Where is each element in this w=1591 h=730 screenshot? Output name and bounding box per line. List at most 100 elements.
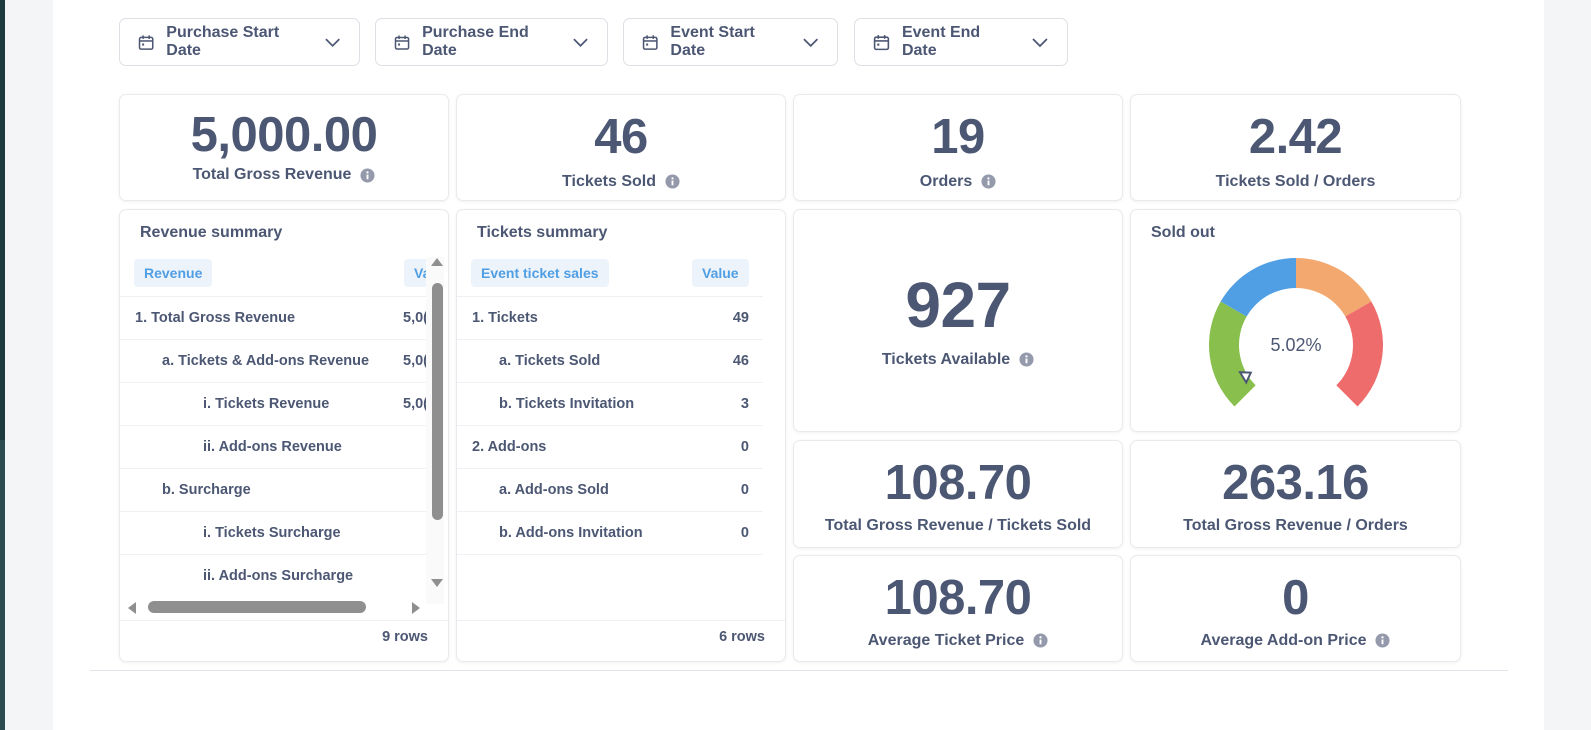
calendar-icon	[873, 34, 890, 50]
metric-label: Orders	[920, 173, 996, 191]
gauge-needle	[1238, 371, 1253, 385]
scroll-up-arrow-icon[interactable]	[430, 257, 444, 267]
table-row: 1. Tickets 49	[457, 297, 763, 340]
gauge-chart: 5.02%	[1209, 258, 1383, 407]
filter-purchase-end-date[interactable]: Purchase End Date	[375, 18, 608, 66]
filter-event-end-date[interactable]: Event End Date	[854, 18, 1068, 66]
card-revenue-per-order[interactable]: 263.16 Total Gross Revenue / Orders	[1130, 440, 1461, 548]
dashboard-page: Purchase Start Date Purchase End Date Ev…	[53, 0, 1544, 730]
filter-label: Event Start Date	[670, 24, 755, 59]
info-icon[interactable]	[1033, 633, 1048, 648]
calendar-icon	[138, 34, 154, 50]
card-average-addon-price[interactable]: 0 Average Add-on Price	[1130, 555, 1461, 662]
footer-divider	[120, 620, 448, 621]
card-revenue-per-ticket[interactable]: 108.70 Total Gross Revenue / Tickets Sol…	[793, 440, 1123, 548]
column-header-value[interactable]: Va	[404, 259, 426, 287]
table-row: a. Tickets Sold 46	[457, 340, 763, 383]
info-icon[interactable]	[1375, 633, 1391, 648]
metric-label: Tickets Sold	[562, 173, 680, 191]
card-revenue-summary: Revenue summary Revenue Va 1. Total Gros…	[119, 209, 449, 662]
sidebar-edge-lower	[0, 440, 5, 730]
metric-value: 19	[931, 109, 985, 164]
table-row: a. Add-ons Sold 0	[457, 469, 763, 512]
card-tickets-per-order[interactable]: 2.42 Tickets Sold / Orders	[1130, 94, 1461, 201]
vertical-scrollbar-thumb[interactable]	[432, 283, 443, 520]
row-count: 6 rows	[719, 629, 765, 645]
row-value: 5,0(	[403, 310, 428, 326]
row-label: 1. Total Gross Revenue	[135, 310, 296, 326]
column-header-revenue[interactable]: Revenue	[134, 259, 213, 287]
row-value: 3	[740, 396, 749, 412]
row-value: 0	[740, 482, 749, 498]
metric-label-text: Average Ticket Price	[867, 631, 1025, 649]
gauge-segment-orange	[1296, 258, 1372, 317]
metric-label: Tickets Available	[882, 351, 1034, 369]
column-header-value[interactable]: Value	[692, 259, 749, 287]
card-orders[interactable]: 19 Orders	[793, 94, 1123, 201]
row-label: b. Surcharge	[162, 482, 251, 498]
chevron-down-icon	[802, 38, 818, 48]
row-value: 5,0(	[403, 396, 428, 412]
horizontal-scrollbar-thumb[interactable]	[148, 601, 366, 613]
metric-value: 263.16	[1222, 456, 1369, 510]
metric-value: 0	[1282, 570, 1309, 625]
metric-label-text: Tickets Sold	[562, 172, 656, 190]
filter-label: Event End Date	[901, 24, 981, 59]
gauge-value-label: 5.02%	[1270, 335, 1321, 355]
info-icon[interactable]	[1019, 352, 1034, 367]
metric-label-text: Orders	[919, 172, 973, 190]
table-row: i. Tickets Surcharge	[120, 512, 426, 555]
row-label: i. Tickets Revenue	[203, 396, 330, 412]
calendar-icon	[642, 34, 658, 50]
filter-event-start-date[interactable]: Event Start Date	[623, 18, 838, 66]
table-row: b. Tickets Invitation 3	[457, 383, 763, 426]
column-header-event-ticket-sales[interactable]: Event ticket sales	[471, 259, 609, 287]
filter-label: Purchase Start Date	[166, 24, 280, 59]
row-count: 9 rows	[382, 629, 428, 645]
card-tickets-available[interactable]: 927 Tickets Available	[793, 209, 1123, 432]
table-row: a. Tickets & Add-ons Revenue 5,0(	[120, 340, 428, 383]
card-title: Tickets summary	[477, 224, 608, 241]
info-icon[interactable]	[360, 167, 375, 183]
row-value: 49	[732, 310, 749, 326]
metric-label: Tickets Sold / Orders	[1215, 172, 1376, 190]
info-icon[interactable]	[981, 174, 996, 189]
metric-label: Average Add-on Price	[1201, 632, 1391, 650]
card-total-gross-revenue[interactable]: 5,000.00 Total Gross Revenue	[119, 94, 449, 201]
filter-label: Purchase End Date	[422, 24, 529, 59]
metric-label-text: Tickets Available	[881, 350, 1011, 368]
metric-value: 108.70	[884, 570, 1032, 625]
section-divider	[90, 670, 1508, 671]
metric-value: 5,000.00	[190, 108, 378, 162]
card-title: Revenue summary	[140, 224, 283, 241]
card-tickets-sold[interactable]: 46 Tickets Sold	[456, 94, 786, 201]
info-icon[interactable]	[665, 174, 680, 189]
horizontal-scrollbar[interactable]	[120, 597, 448, 617]
scroll-right-arrow-icon[interactable]	[410, 601, 422, 615]
row-label: ii. Add-ons Revenue	[203, 439, 342, 455]
metric-label-text: Total Gross Revenue	[192, 166, 352, 183]
card-sold-out-gauge[interactable]: Sold out 5.02%	[1130, 209, 1461, 432]
row-value: 0	[740, 439, 749, 455]
row-label: ii. Add-ons Surcharge	[203, 568, 354, 584]
table-row: ii. Add-ons Revenue	[120, 426, 426, 469]
row-label: b. Tickets Invitation	[499, 396, 635, 412]
table-row: ii. Add-ons Surcharge	[120, 555, 426, 598]
scroll-left-arrow-icon[interactable]	[126, 601, 138, 615]
filter-purchase-start-date[interactable]: Purchase Start Date	[119, 18, 360, 66]
row-value: 0	[740, 525, 749, 541]
row-value: 46	[732, 353, 749, 369]
header-divider	[120, 296, 426, 297]
metric-value: 927	[905, 268, 1011, 341]
calendar-icon	[394, 34, 410, 50]
row-label: a. Add-ons Sold	[499, 482, 609, 498]
metric-value: 108.70	[884, 456, 1032, 510]
vertical-scrollbar[interactable]	[426, 257, 444, 604]
row-label: b. Add-ons Invitation	[499, 525, 643, 541]
scroll-down-arrow-icon[interactable]	[430, 578, 444, 588]
metric-label: Total Gross Revenue / Tickets Sold	[824, 517, 1092, 534]
chevron-down-icon	[325, 38, 340, 48]
card-average-ticket-price[interactable]: 108.70 Average Ticket Price	[793, 555, 1123, 662]
table-row: 2. Add-ons 0	[457, 426, 763, 469]
chevron-down-icon	[1032, 38, 1048, 48]
